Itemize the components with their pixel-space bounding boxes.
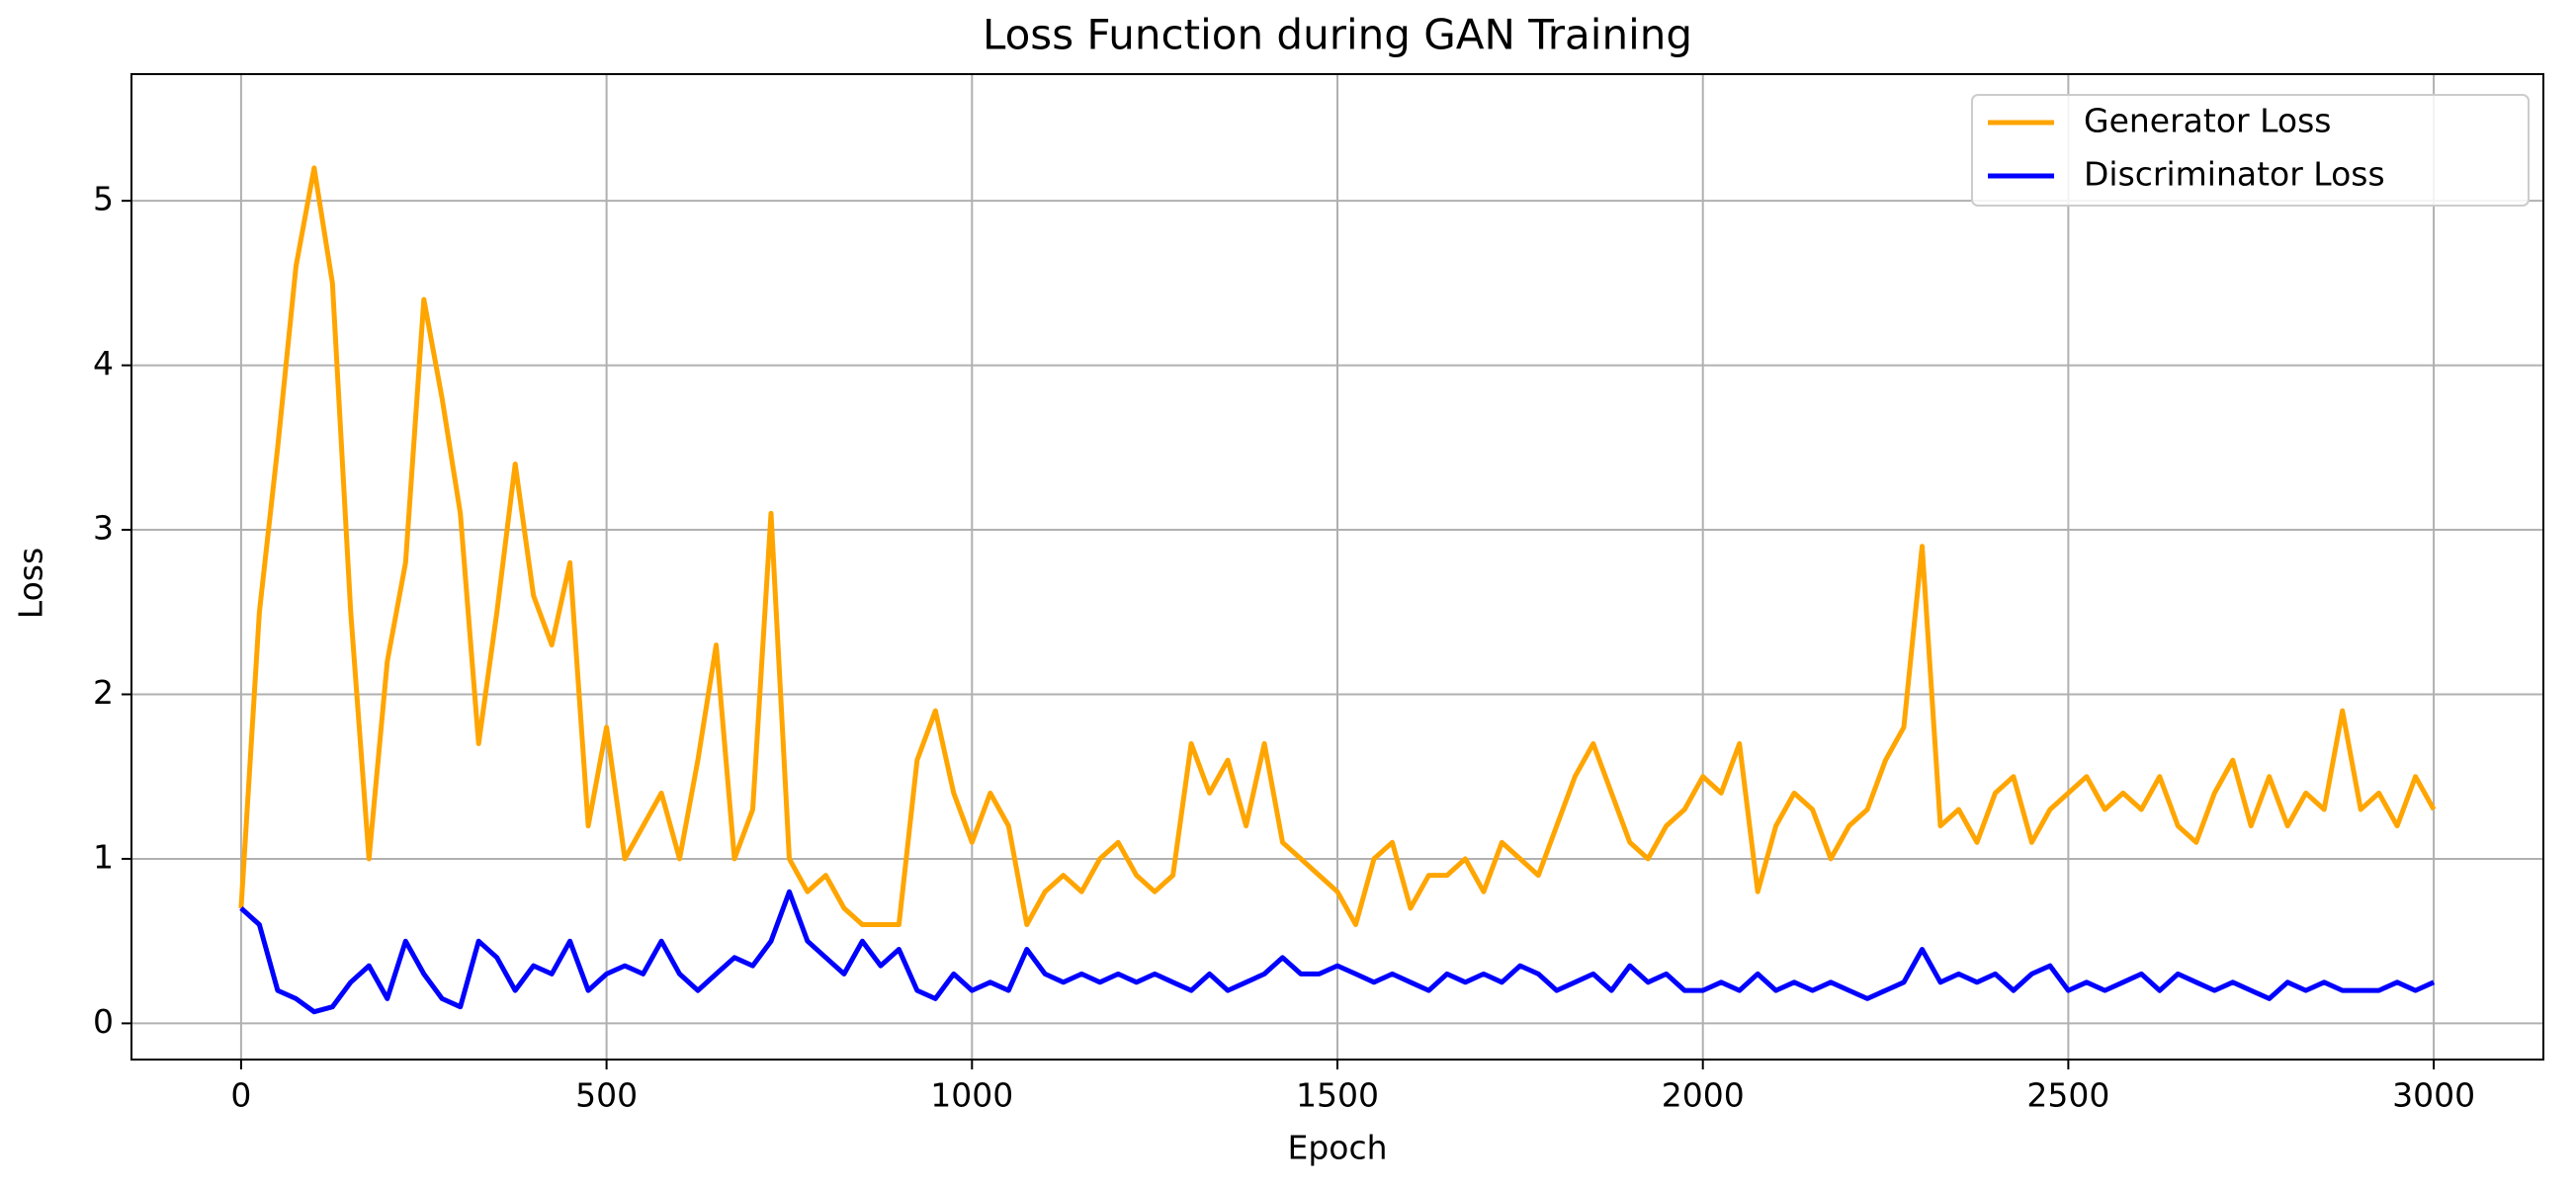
legend-box xyxy=(1971,94,2530,207)
legend-label: Discriminator Loss xyxy=(2084,155,2385,194)
x-tick-label: 1000 xyxy=(930,1076,1013,1115)
x-tick-label: 2000 xyxy=(1662,1076,1745,1115)
y-axis-label: Loss xyxy=(12,548,50,619)
x-tick-label: 500 xyxy=(575,1076,638,1115)
legend-label: Generator Loss xyxy=(2084,102,2331,140)
y-tick-label: 1 xyxy=(93,837,114,876)
x-tick-label: 2500 xyxy=(2026,1076,2109,1115)
y-tick-label: 4 xyxy=(93,344,114,383)
x-tick-label: 3000 xyxy=(2392,1076,2475,1115)
y-tick-label: 5 xyxy=(93,180,114,218)
line-series xyxy=(238,165,2437,927)
legend: Generator Loss Discriminator Loss xyxy=(1971,94,2530,207)
x-tick-label: 1500 xyxy=(1296,1076,1379,1115)
plot-frame xyxy=(130,73,2544,1061)
chart-title: Loss Function during GAN Training xyxy=(983,11,1692,59)
x-axis-label: Epoch xyxy=(1287,1129,1387,1167)
line-series xyxy=(239,889,2436,1015)
y-tick-label: 2 xyxy=(93,673,114,712)
y-tick-label: 3 xyxy=(93,509,114,548)
y-tick-label: 0 xyxy=(93,1002,114,1041)
x-tick-label: 0 xyxy=(230,1076,251,1115)
